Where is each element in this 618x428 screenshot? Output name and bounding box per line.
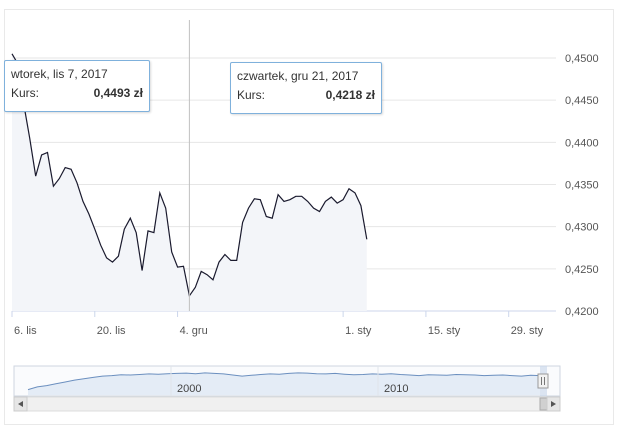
x-tick-label: 4. gru (180, 325, 208, 337)
navigator[interactable]: 2000 2010 (13, 365, 561, 397)
tooltip-value: 0,4218 zł (325, 88, 375, 102)
tooltip-date: czwartek, gru 21, 2017 (237, 69, 359, 83)
navigator-line (27, 372, 541, 391)
y-tick-label: 0,4200 (565, 306, 599, 318)
y-tick-label: 0,4450 (565, 95, 599, 107)
scrollbar-track[interactable] (13, 396, 561, 412)
x-tick-label: 20. lis (97, 325, 126, 337)
x-tick-label: 29. sty (511, 325, 544, 337)
y-tick-label: 0,4500 (565, 53, 599, 65)
tooltip-label: Kurs: (11, 86, 40, 100)
scroll-right-icon (551, 401, 556, 407)
x-tick-label: 6. lis (14, 325, 37, 337)
y-tick-label: 0,4350 (565, 180, 599, 192)
y-axis-labels: 0,4500 0,4450 0,4400 0,4350 0,4300 0,4250 0,42… (565, 53, 599, 318)
navigator-handle[interactable] (537, 373, 549, 389)
series-area (12, 53, 367, 312)
y-tick-label: 0,4300 (565, 222, 599, 234)
tooltip-first: wtorek, lis 7, 2017 Kurs: 0,4493 zł (4, 60, 150, 112)
scroll-left-icon (18, 401, 23, 407)
tooltip-value: 0,4493 zł (93, 86, 143, 100)
scrollbar[interactable] (13, 396, 561, 412)
tooltip-label: Kurs: (237, 88, 266, 102)
navigator-label: 2000 (177, 383, 201, 395)
navigator-area (28, 372, 540, 395)
tooltip-date: wtorek, lis 7, 2017 (11, 67, 108, 81)
x-axis-labels: 6. lis 20. lis 4. gru 1. sty 15. sty 29. sty (11, 311, 544, 337)
tooltip-second: czwartek, gru 21, 2017 Kurs: 0,4218 zł (230, 62, 382, 114)
x-tick-label: 15. sty (428, 325, 461, 337)
navigator-labels: 2000 2010 (170, 366, 408, 396)
y-tick-label: 0,4400 (565, 137, 599, 149)
navigator-label: 2010 (384, 383, 408, 395)
y-tick-label: 0,4250 (565, 264, 599, 276)
x-tick-label: 1. sty (345, 325, 372, 337)
